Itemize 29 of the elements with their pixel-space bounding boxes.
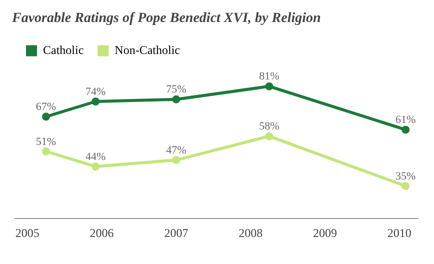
point: [42, 147, 50, 156]
data-label: 74%: [86, 86, 106, 98]
data-label: 47%: [166, 144, 186, 156]
legend-label: Catholic: [43, 42, 84, 57]
point: [172, 156, 180, 164]
x-tick-label: 2006: [90, 226, 114, 240]
x-tick-label: 2010: [387, 226, 412, 240]
chart-title: Favorable Ratings of Pope Benedict XVI, by Religion: [11, 11, 321, 26]
x-tick-label: 2005: [15, 226, 40, 240]
x-tick-label: 2008: [238, 226, 263, 240]
x-tick-label: 2009: [313, 226, 337, 240]
data-label: 81%: [259, 70, 280, 83]
point: [42, 112, 50, 121]
data-label: 58%: [259, 120, 280, 133]
point: [265, 132, 274, 140]
data-label: 75%: [166, 84, 186, 96]
data-label: 35%: [396, 170, 416, 182]
point: [265, 82, 274, 90]
legend-label: Non-Catholic: [114, 42, 180, 57]
point: [92, 97, 100, 106]
x-tick-label: 2007: [164, 226, 188, 240]
point: [172, 95, 180, 104]
point: [402, 126, 410, 134]
data-label: 51%: [36, 136, 56, 148]
point: [92, 162, 100, 171]
data-label: 61%: [396, 114, 416, 126]
data-label: 44%: [86, 150, 106, 163]
data-label: 67%: [36, 101, 56, 114]
point: [402, 182, 410, 190]
